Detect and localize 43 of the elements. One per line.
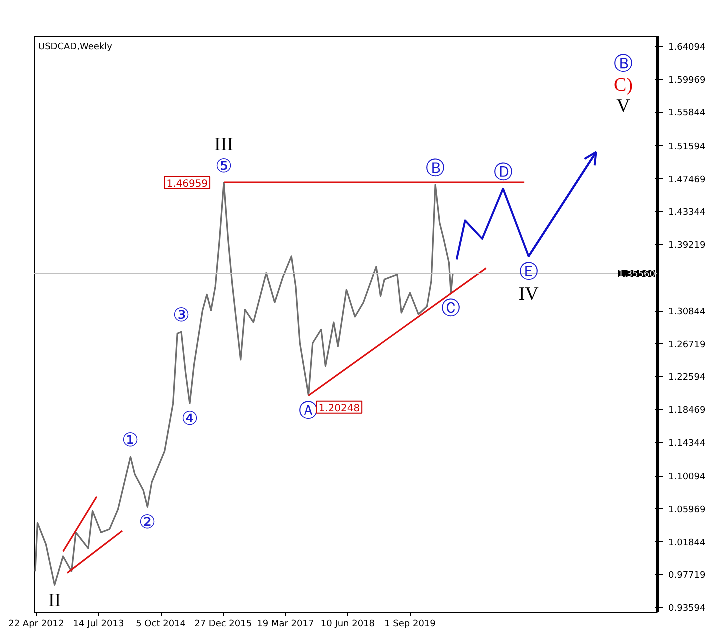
y-tick-label: 0.93594 [668,604,706,614]
annotation: Ⓔ [519,262,538,284]
x-tick-label: 22 Apr 2012 [8,620,64,630]
y-tick-label: 1.47469 [668,175,706,186]
x-tick-label: 19 Mar 2017 [257,620,314,630]
annotation: C) [614,75,633,96]
y-tick-label: 1.22594 [668,373,706,384]
y-tick-label: 1.43344 [668,208,706,218]
y-tick-label: 1.10094 [668,472,706,483]
text: USDCAD,Weekly [38,42,114,52]
annotation: 1.20248 [318,403,360,414]
x-tick-label: 1 Sep 2019 [384,620,436,630]
y-tick-label: 1.64094 [668,42,706,53]
annotation: ② [139,512,156,534]
y-tick-label: 1.39219 [668,240,706,251]
x-tick-label: 5 Oct 2014 [136,620,186,630]
y-tick-label: 1.26719 [668,340,706,350]
annotation: 1.46959 [166,178,208,190]
annotation: ⑤ [216,156,233,178]
annotation: ① [122,430,140,452]
y-tick-label: 1.51594 [668,142,706,152]
y-tick-label: 1.59969 [668,76,706,86]
annotation: Ⓑ [426,158,446,180]
ref-line-label: 1.35560 [618,270,656,280]
y-tick-label: 1.55844 [668,108,706,119]
annotation: IV [518,284,540,306]
x-tick-label: 10 Jun 2018 [320,620,376,630]
annotation: Ⓓ [494,162,513,184]
annotation: ④ [181,409,198,430]
y-tick-label: 1.01844 [668,538,706,548]
annotation: III [214,134,234,156]
annotation: II [48,590,62,612]
annotation: Ⓒ [442,298,461,320]
x-tick-label: 14 Jul 2013 [73,620,124,630]
x-tick-label: 27 Dec 2015 [194,620,252,630]
annotation: V [616,96,631,117]
y-tick-label: 1.18469 [668,406,706,416]
y-tick-label: 1.30844 [668,308,706,318]
y-tick-label: 1.14344 [668,438,706,449]
annotation: Ⓑ [614,54,633,75]
y-tick-label: 1.05969 [668,505,706,516]
y-tick-label: 0.97719 [668,571,706,582]
annotation: ③ [172,306,190,327]
